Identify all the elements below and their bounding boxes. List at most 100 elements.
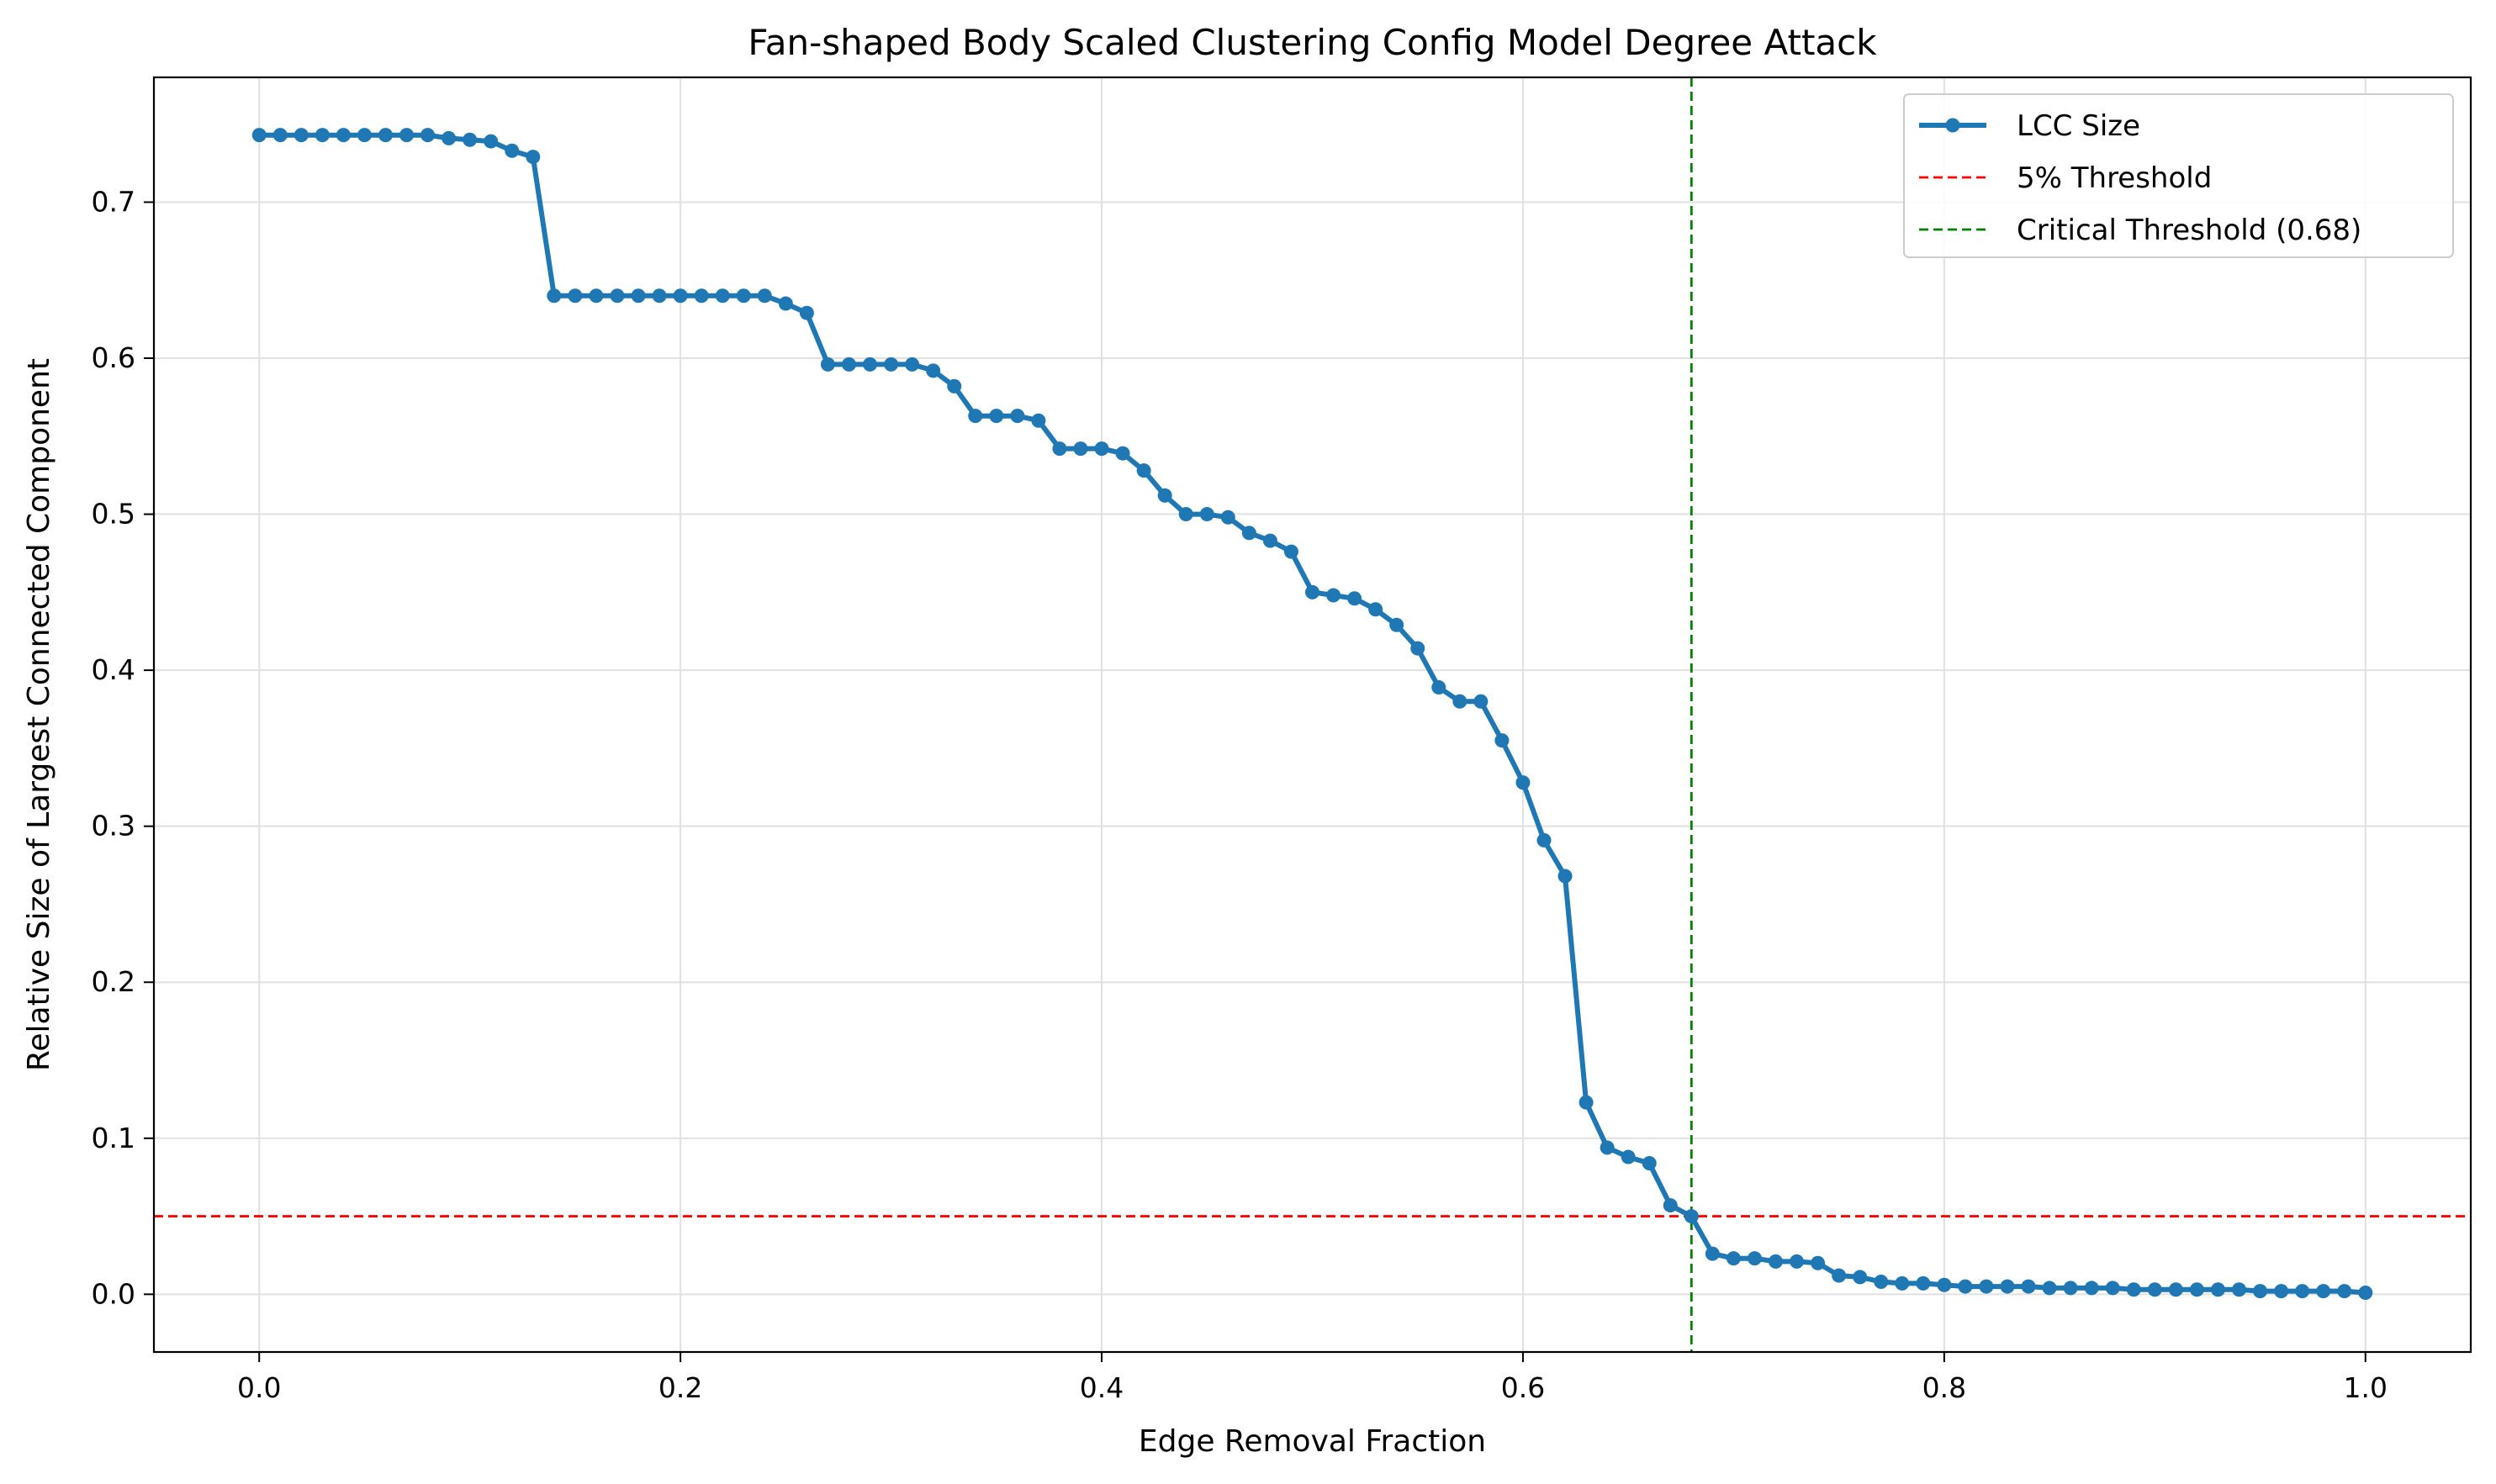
lcc-size-point	[799, 305, 814, 320]
lcc-size-point	[2042, 1281, 2057, 1296]
lcc-size-point	[673, 288, 688, 304]
x-tick-label: 0.8	[1922, 1371, 1966, 1404]
lcc-size-point	[526, 150, 541, 165]
lcc-size-point	[442, 130, 457, 145]
lcc-size-point	[863, 356, 878, 372]
lcc-size-point	[272, 128, 288, 143]
y-tick-label: 0.1	[92, 1122, 135, 1154]
lcc-size-point	[926, 363, 941, 378]
lcc-size-point	[547, 288, 562, 304]
lcc-size-point	[1368, 602, 1383, 617]
lcc-size-point	[2232, 1282, 2246, 1297]
lcc-size-point	[1979, 1279, 1994, 1294]
legend-box	[1903, 93, 2454, 258]
lcc-size-point	[715, 288, 730, 304]
lcc-size-point	[2000, 1279, 2015, 1294]
lcc-size-point	[1199, 507, 1214, 522]
lcc-size-point	[631, 288, 646, 304]
lcc-size-point	[1874, 1274, 1889, 1289]
lcc-size-point	[1494, 733, 1510, 748]
lcc-size-point	[1958, 1279, 1973, 1294]
lcc-size-point	[1389, 617, 1404, 632]
lcc-size-point	[399, 128, 415, 143]
lcc-size-point	[1747, 1251, 1762, 1266]
lcc-size-point	[1557, 869, 1573, 884]
lcc-size-point	[652, 288, 667, 304]
lcc-size-point	[2147, 1282, 2162, 1297]
y-tick-label: 0.6	[92, 341, 135, 374]
lcc-size-point	[1726, 1251, 1741, 1266]
lcc-size-point	[315, 128, 330, 143]
lcc-size-point	[694, 288, 709, 304]
lcc-size-point	[1073, 441, 1088, 457]
axis-ticks: 0.0 0.2 0.4 0.6 0.8 1.0 0.0 0.1 0.2 0.3 0.4 0.5 0.6 0…	[92, 185, 2388, 1404]
legend-marker-lcc-size	[1945, 118, 1960, 133]
lcc-size-point	[778, 296, 793, 311]
lcc-size-point	[842, 356, 856, 372]
lcc-size-point	[736, 288, 751, 304]
lcc-size-point	[1663, 1198, 1678, 1213]
plot-frame	[152, 76, 2472, 1354]
x-tick-label: 1.0	[2344, 1371, 2388, 1404]
lcc-size-point	[1832, 1268, 1847, 1283]
lcc-size-point	[568, 288, 583, 304]
lcc-size-point	[1621, 1149, 1636, 1164]
lcc-size-point	[357, 128, 372, 143]
lcc-size-point	[2126, 1282, 2141, 1297]
reference-lines	[154, 77, 2471, 1352]
lcc-size-point	[757, 288, 772, 304]
legend-label: LCC Size	[2017, 109, 2140, 143]
lcc-size-point	[1642, 1155, 1657, 1170]
lcc-size-point	[1031, 413, 1046, 428]
lcc-size-point	[589, 288, 604, 304]
lcc-size-point	[884, 356, 899, 372]
lcc-size-point	[1769, 1254, 1783, 1269]
lcc-size-point	[2253, 1284, 2268, 1299]
y-tick-label: 0.7	[92, 185, 135, 218]
lcc-size-point	[1452, 694, 1467, 709]
lcc-size-point	[293, 128, 309, 143]
lcc-size-point	[989, 409, 1004, 424]
legend-label: 5% Threshold	[2017, 161, 2212, 195]
lcc-size-point	[1220, 510, 1235, 525]
lcc-size-point	[610, 288, 625, 304]
lcc-size-point	[2295, 1284, 2310, 1299]
lcc-size-point	[2105, 1281, 2120, 1296]
lcc-size-point	[1790, 1254, 1805, 1269]
lcc-size-point	[1684, 1209, 1699, 1224]
lcc-size-point	[2210, 1282, 2225, 1297]
lcc-size-point	[1283, 544, 1298, 559]
lcc-size-point	[1937, 1277, 1952, 1292]
lcc-size-point	[251, 128, 267, 143]
y-tick-label: 0.3	[92, 810, 135, 842]
grid	[154, 77, 2471, 1352]
y-tick-label: 0.5	[92, 498, 135, 531]
lcc-size-point	[1241, 525, 1256, 541]
lcc-size-point	[1262, 533, 1277, 548]
lcc-size-point	[1305, 584, 1319, 599]
lcc-size-point	[1094, 441, 1109, 457]
lcc-size-point	[505, 143, 520, 158]
lcc-size-point	[820, 356, 835, 372]
x-tick-label: 0.2	[658, 1371, 702, 1404]
lcc-size-point	[1115, 446, 1130, 461]
y-tick-label: 0.4	[92, 653, 135, 686]
lcc-size-point	[1536, 832, 1552, 848]
lcc-size-point	[420, 128, 436, 143]
lcc-size-point	[947, 378, 962, 393]
lcc-size-point	[1136, 463, 1151, 478]
lcc-size-point	[968, 409, 983, 424]
lcc-size-point	[1916, 1275, 1931, 1291]
lcc-size-point	[1853, 1270, 1868, 1285]
y-axis-label: Relative Size of Largest Connected Compo…	[22, 358, 56, 1071]
lcc-size-point	[484, 134, 499, 149]
legend: LCC Size 5% Threshold Critical Threshold (…	[1903, 93, 2454, 258]
lcc-size-point	[1178, 507, 1193, 522]
lcc-size-point	[2358, 1285, 2373, 1300]
lcc-size-point	[2168, 1282, 2183, 1297]
legend-label: Critical Threshold (0.68)	[2017, 214, 2361, 247]
lcc-size-point	[1052, 441, 1067, 457]
lcc-size-point	[378, 128, 393, 143]
lcc-size-point	[1010, 409, 1025, 424]
lcc-size-point	[1515, 775, 1531, 790]
